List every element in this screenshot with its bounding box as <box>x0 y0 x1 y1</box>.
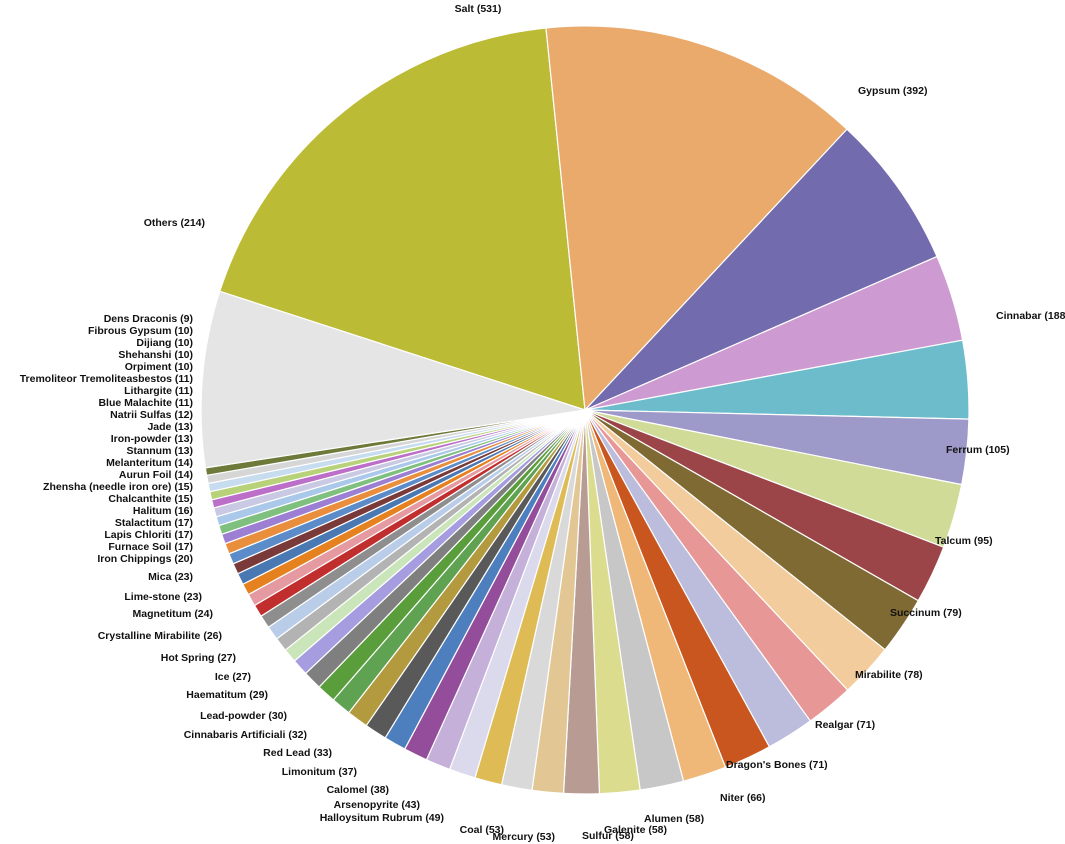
slice-label: Orpiment (10) <box>125 361 193 373</box>
slice-label: Realgar (71) <box>815 719 875 731</box>
pie-slice <box>200 290 586 469</box>
slice-label: Halloysitum Rubrum (49) <box>320 812 444 824</box>
slice-label: Niter (66) <box>720 792 766 804</box>
slice-label: Stalactitum (17) <box>115 517 193 529</box>
slice-label: Iron Chippings (20) <box>97 553 193 565</box>
pie-slices <box>200 25 970 795</box>
slice-label: Mercury (53) <box>493 831 555 843</box>
slice-label: Melanteritum (14) <box>106 457 193 469</box>
slice-label: Blue Malachite (11) <box>98 397 193 409</box>
slice-label: Hot Spring (27) <box>161 652 236 664</box>
slice-label: Jade (13) <box>147 421 193 433</box>
slice-label: Alumen (58) <box>644 813 704 825</box>
slice-label: Sulfur (58) <box>582 830 634 842</box>
pie-slice <box>219 27 586 411</box>
slice-label: Succinum (79) <box>890 607 962 619</box>
pie-slice <box>545 25 848 412</box>
slice-label: Dens Draconis (9) <box>104 313 193 325</box>
slice-label: Furnace Soil (17) <box>108 541 193 553</box>
slice-label: Ice (27) <box>215 671 251 683</box>
slice-label: Haematitum (29) <box>186 689 268 701</box>
slice-label: Red Lead (33) <box>263 747 332 759</box>
slice-label: Lime-stone (23) <box>124 591 202 603</box>
slice-label: Stannum (13) <box>126 445 193 457</box>
slice-label: Dragon's Bones (71) <box>726 759 828 771</box>
slice-label: Cinnabar (188) <box>996 310 1065 322</box>
slice-label: Lead-powder (30) <box>200 710 287 722</box>
slice-label: Salt (531) <box>455 3 502 15</box>
slice-label: Coal (53) <box>460 824 504 836</box>
slice-label: Lithargite (11) <box>124 385 193 397</box>
slice-label: Crystalline Mirabilite (26) <box>98 630 222 642</box>
slice-label: Arsenopyrite (43) <box>334 799 420 811</box>
slice-label: Others (214) <box>144 217 205 229</box>
slice-label: Natrii Sulfas (12) <box>110 409 193 421</box>
slice-label: Chalcanthite (15) <box>108 493 193 505</box>
slice-label: Galenite (58) <box>604 824 667 836</box>
slice-label: Halitum (16) <box>133 505 193 517</box>
slice-label: Mica (23) <box>148 571 193 583</box>
slice-label: Fibrous Gypsum (10) <box>88 325 193 337</box>
slice-label: Mirabilite (78) <box>855 669 923 681</box>
slice-label: Tremoliteor Tremoliteasbestos (11) <box>20 373 193 385</box>
slice-label: Limonitum (37) <box>282 766 357 778</box>
slice-label: Calomel (38) <box>327 784 389 796</box>
slice-label: Gypsum (392) <box>858 85 927 97</box>
slice-label: Zhensha (needle iron ore) (15) <box>43 481 193 493</box>
pie-slice <box>584 128 938 411</box>
slice-label: Iron-powder (13) <box>111 433 193 445</box>
slice-label: Aurun Foil (14) <box>119 469 193 481</box>
slice-label: Ferrum (105) <box>946 444 1010 456</box>
pie-labels: Salt (531) Gypsum (392) Cinnabar (188) Ferr… <box>20 3 1065 843</box>
slice-label: Dijiang (10) <box>136 337 193 349</box>
slice-label: Talcum (95) <box>935 535 993 547</box>
slice-label: Magnetitum (24) <box>132 608 213 620</box>
slice-label: Lapis Chloriti (17) <box>104 529 193 541</box>
slice-label: Cinnabaris Artificiali (32) <box>184 729 307 741</box>
slice-label: Shehanshi (10) <box>118 349 193 361</box>
